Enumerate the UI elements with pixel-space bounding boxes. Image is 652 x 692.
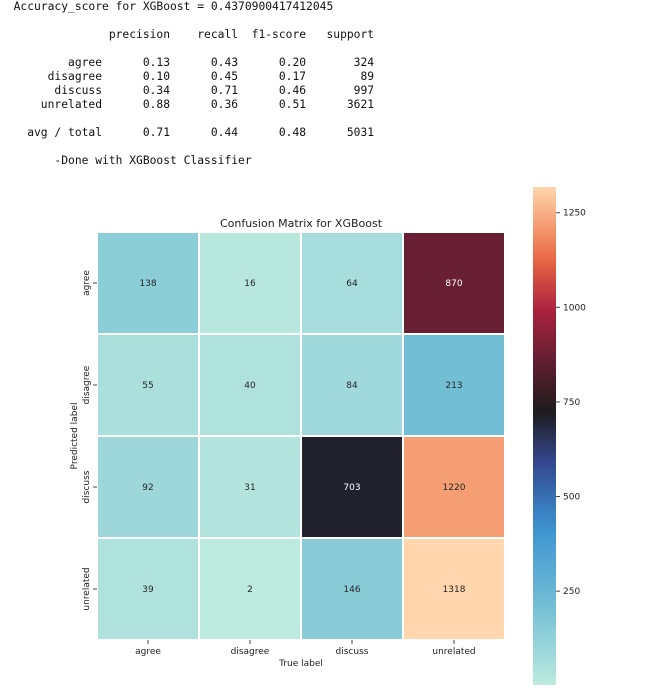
chart-title: Confusion Matrix for XGBoost [220,217,383,230]
heatmap-cell [198,537,302,641]
console-output: Accuracy_score for XGBoost = 0.437090041… [13,0,375,167]
colorbar-tick-label: 1000 [563,303,586,313]
x-tick-label: disagree [231,647,270,657]
heatmap-cell [402,435,506,539]
heatmap-cell [402,537,506,641]
x-tick-label: agree [135,647,161,657]
colorbar-ticks: 250 500 750 1000 1250 [556,209,586,597]
cell-value-label: 40 [244,381,256,391]
y-axis-ticks: agree disagree discuss unrelated [82,270,97,611]
cell-value-label: 138 [139,279,156,289]
cell-value-label: 64 [346,279,358,289]
y-tick-label: disagree [82,365,92,404]
y-axis-label: Predicted label [70,403,80,470]
cell-value-label: 1220 [443,483,466,493]
cell-value-label: 870 [445,279,462,289]
x-tick-label: discuss [336,647,369,657]
heatmap-cell [96,231,200,335]
heatmap-cell [198,231,302,335]
heatmap-cell [402,333,506,437]
cell-value-label: 55 [142,381,153,391]
colorbar-tick-label: 500 [563,493,580,503]
y-tick-label: unrelated [82,567,92,610]
cell-value-label: 703 [343,483,360,493]
y-tick-label: discuss [82,470,92,503]
colorbar-tick-label: 750 [563,398,580,408]
cell-value-label: 92 [142,483,153,493]
cell-value-label: 84 [346,381,358,391]
x-axis-ticks: agree disagree discuss unrelated [135,640,476,657]
colorbar-tick-label: 1250 [563,209,586,219]
heatmap-cells: 138 16 64 870 55 40 84 213 92 31 703 1220 39 2 146 1318 [96,231,506,641]
y-tick-label: agree [82,270,92,296]
cell-value-label: 31 [244,483,255,493]
colorbar [533,187,556,685]
heatmap-cell [198,333,302,437]
heatmap-cell [198,435,302,539]
heatmap-cell [300,231,404,335]
cell-value-label: 2 [247,585,253,595]
x-tick-label: unrelated [432,647,475,657]
cell-value-label: 213 [445,381,462,391]
cell-value-label: 146 [343,585,360,595]
cell-value-label: 39 [142,585,154,595]
cell-value-label: 16 [244,279,256,289]
x-axis-label: True label [278,659,323,669]
cell-value-label: 1318 [443,585,466,595]
confusion-matrix-heatmap: Confusion Matrix for XGBoost 138 16 64 870 5… [70,187,586,685]
colorbar-tick-label: 250 [563,587,580,597]
heatmap-cell [402,231,506,335]
